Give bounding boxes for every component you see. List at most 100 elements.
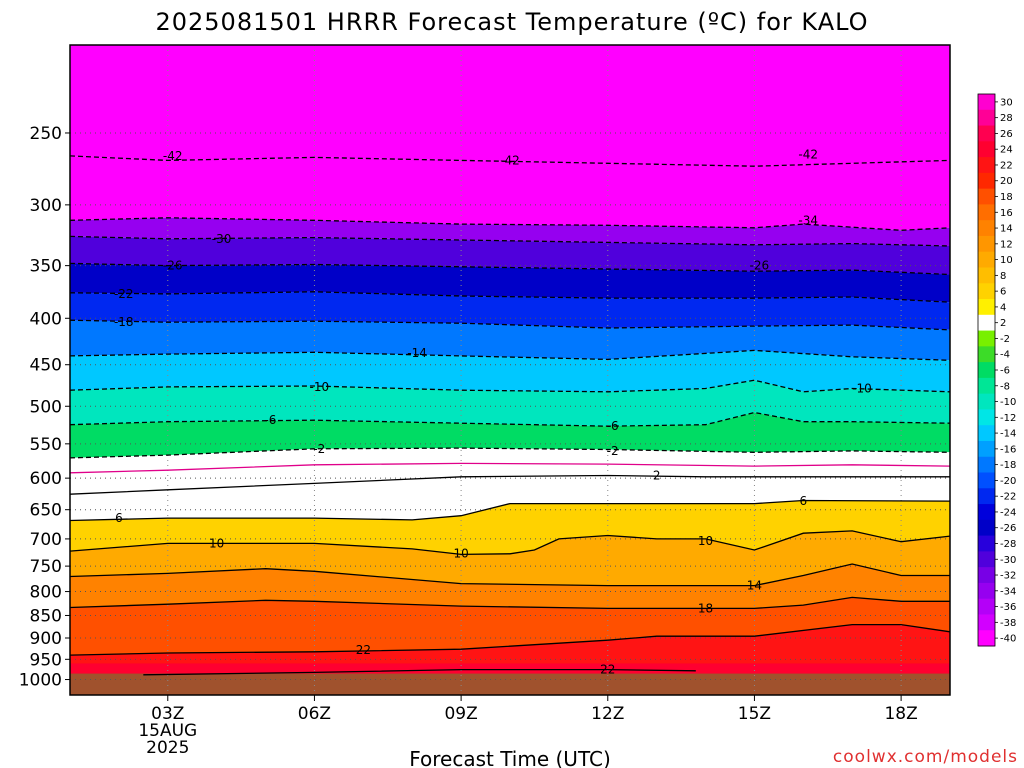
colorbar-label: 20 (1000, 176, 1013, 187)
colorbar-swatch (978, 283, 995, 300)
temperature-bands (70, 45, 950, 695)
isotherm-label: -34 (798, 213, 818, 227)
temperature-band (70, 500, 950, 555)
colorbar-swatch (978, 220, 995, 237)
isotherm-line (69, 379, 951, 393)
colorbar-swatch (978, 456, 995, 474)
colorbar-swatch (978, 204, 995, 221)
colorbar-swatch (978, 425, 995, 442)
colorbar-swatch (978, 362, 995, 379)
colorbar-swatch (978, 141, 995, 158)
isotherm-label: 18 (698, 601, 713, 615)
plot-area: -42 -42 -42-34-30-26 -26-22-18-14-10 -10-6 -6… (69, 44, 951, 696)
x-tick-label: 06Z (298, 704, 331, 724)
colorbar-swatch (978, 582, 995, 600)
temperature-band (70, 463, 950, 495)
colorbar-label: 8 (1000, 271, 1006, 282)
colorbar-label: -26 (1000, 523, 1016, 534)
colorbar-swatch (978, 535, 995, 552)
source-credit: coolwx.com/models (833, 747, 1018, 767)
colorbar-legend: 30 28 26 24 22 20 18 16 14 12 10 8 6 4 2 -2 -4 -6 -8 -10 -12… (977, 93, 1016, 647)
y-tick-label: 450 (30, 356, 62, 376)
isotherm-line (69, 596, 950, 610)
y-tick-label: 1000 (19, 671, 62, 691)
y-tick-label: 350 (30, 257, 62, 277)
isotherm-label: -2 (607, 444, 619, 458)
y-tick-label: 500 (30, 397, 62, 417)
colorbar-label: -32 (1000, 571, 1016, 582)
colorbar-swatch (978, 598, 995, 615)
colorbar-label: -38 (1000, 618, 1016, 629)
colorbar-swatch (978, 567, 995, 584)
colorbar-label: 6 (1000, 287, 1006, 298)
colorbar-label: 30 (1000, 97, 1013, 108)
colorbar-swatch (978, 125, 995, 142)
colorbar-label: -22 (1000, 492, 1016, 503)
isotherm-line (69, 349, 951, 361)
isotherm-label: -30 (212, 232, 232, 246)
isotherm-label: 22 (600, 663, 615, 677)
isotherm-line (69, 319, 951, 331)
x-tick-label: 09Z (444, 704, 477, 724)
isotherm-label: 22 (356, 643, 371, 657)
x-date-label: 15AUG (138, 721, 197, 741)
temperature-band (70, 155, 950, 231)
temperature-band (70, 236, 950, 275)
colorbar-swatch (978, 504, 995, 521)
colorbar-label: 22 (1000, 160, 1013, 171)
contour-lines: -42 -42 -42-34-30-26 -26-22-18-14-10 -10-6 -6… (69, 147, 951, 677)
x-tick-label: 18Z (884, 704, 917, 724)
isotherm-label: -6 (264, 413, 276, 427)
colorbar-label: 12 (1000, 239, 1013, 250)
isotherm-label: 6 (115, 511, 123, 525)
colorbar-swatch (978, 109, 995, 127)
colorbar-swatch (978, 330, 995, 347)
isotherm-line (69, 462, 951, 474)
isotherm-label: 14 (747, 579, 762, 593)
colorbar-label: 2 (1000, 318, 1006, 329)
colorbar-swatch (978, 393, 995, 410)
temperature-band (70, 263, 950, 303)
y-tick-label: 900 (30, 629, 62, 649)
colorbar-swatch (978, 377, 995, 395)
isotherm-label: 10 (698, 534, 713, 548)
colorbar-swatch (978, 314, 995, 332)
isotherm-label: -42 (500, 153, 520, 167)
y-tick-label: 250 (30, 124, 62, 144)
temperature-band (70, 320, 950, 361)
isotherm-label: -10 (852, 382, 872, 396)
y-tick-label: 700 (30, 530, 62, 550)
y-axis: 250 300 350 400 450 500 550 600 650 700 750 800 850 9… (19, 124, 70, 691)
colorbar-swatch (978, 94, 995, 111)
colorbar-label: -6 (1000, 366, 1010, 377)
colorbar-label: 26 (1000, 129, 1013, 140)
colorbar-swatch (978, 157, 995, 174)
isotherm-label: -6 (607, 419, 619, 433)
plot-frame (69, 44, 951, 696)
colorbar-label: 16 (1000, 208, 1013, 219)
isotherm-line (69, 262, 951, 276)
colorbar-label: 14 (1000, 224, 1013, 235)
colorbar-label: -18 (1000, 460, 1016, 471)
x-axis-label: Forecast Time (UTC) (409, 747, 611, 768)
colorbar-label: -28 (1000, 539, 1016, 550)
colorbar-swatch (978, 172, 995, 190)
isotherm-label: -10 (310, 380, 330, 394)
colorbar-swatch (978, 188, 995, 205)
temperature-band (70, 448, 950, 473)
isotherm-label: 6 (800, 494, 808, 508)
ground-below-surface (70, 673, 950, 695)
isotherm-line (143, 668, 696, 676)
temperature-band (70, 597, 950, 656)
isotherm-label: -18 (114, 315, 134, 329)
colorbar-label: -24 (1000, 507, 1016, 518)
x-date-label: 2025 (146, 738, 189, 758)
isotherm-line (69, 563, 950, 587)
temperature-band (70, 412, 950, 458)
colorbar-label: 10 (1000, 255, 1013, 266)
grid (70, 45, 950, 695)
colorbar-label: -4 (1000, 350, 1010, 361)
colorbar-label: -2 (1000, 334, 1010, 345)
